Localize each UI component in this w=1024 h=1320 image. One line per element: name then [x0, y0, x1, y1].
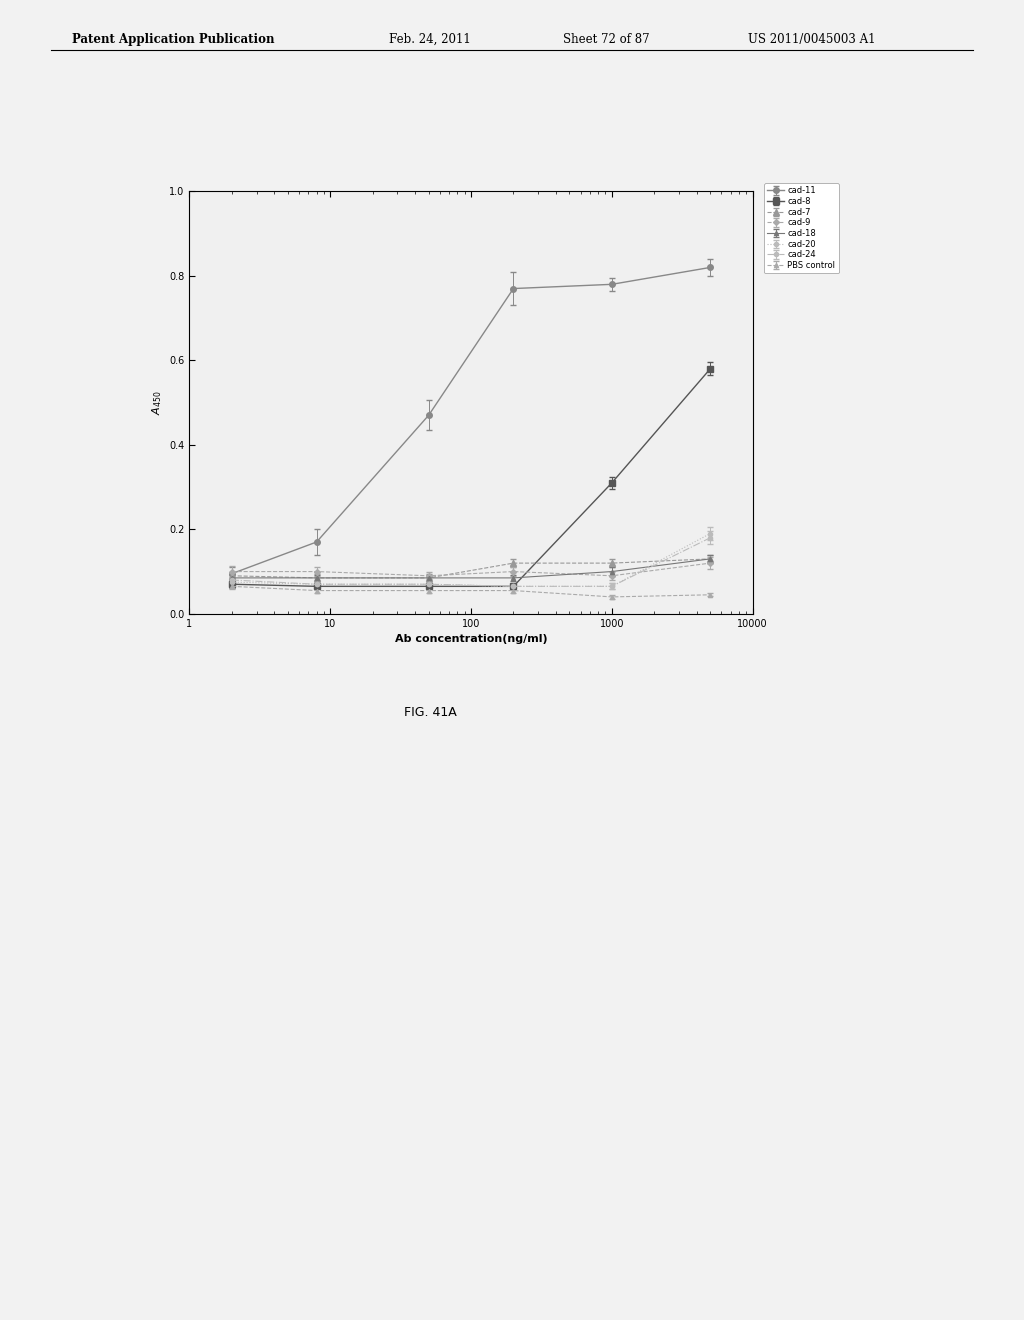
Text: US 2011/0045003 A1: US 2011/0045003 A1 [748, 33, 876, 46]
Text: FIG. 41A: FIG. 41A [403, 706, 457, 719]
Text: Patent Application Publication: Patent Application Publication [72, 33, 274, 46]
Legend: cad-11, cad-8, cad-7, cad-9, cad-18, cad-20, cad-24, PBS control: cad-11, cad-8, cad-7, cad-9, cad-18, cad… [764, 183, 839, 273]
Y-axis label: $A_{450}$: $A_{450}$ [150, 391, 164, 414]
X-axis label: Ab concentration(ng/ml): Ab concentration(ng/ml) [394, 634, 548, 644]
Text: Sheet 72 of 87: Sheet 72 of 87 [563, 33, 650, 46]
Text: Feb. 24, 2011: Feb. 24, 2011 [389, 33, 471, 46]
